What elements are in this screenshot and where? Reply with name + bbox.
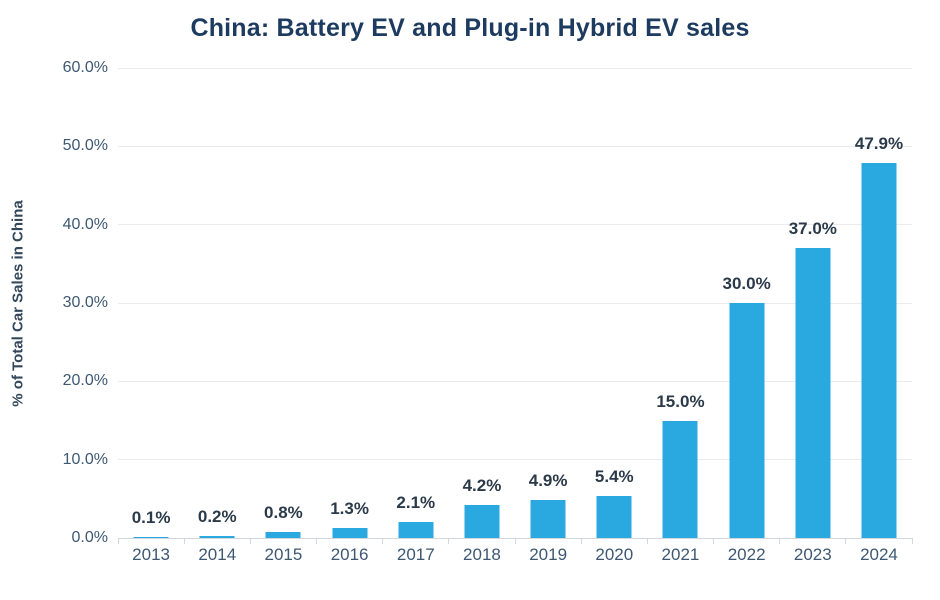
chart-title: China: Battery EV and Plug-in Hybrid EV … bbox=[190, 14, 750, 42]
y-tick-label-0: 0.0% bbox=[71, 529, 108, 546]
bar-value-label-2013: 0.1% bbox=[131, 508, 171, 528]
bar-value-label-2023: 37.0% bbox=[788, 219, 837, 239]
x-tick-label-2016: 2016 bbox=[330, 545, 369, 564]
y-tick-label-30: 30.0% bbox=[62, 294, 108, 311]
y-tick-label-10: 10.0% bbox=[62, 450, 108, 468]
bar-2013[interactable] bbox=[133, 537, 169, 538]
bar-column-2023: 37.0% bbox=[780, 68, 846, 538]
bar-2015[interactable] bbox=[265, 531, 301, 538]
x-tick-label-2022: 2022 bbox=[727, 545, 766, 564]
bar-2022[interactable] bbox=[729, 303, 765, 538]
x-axis-tick bbox=[316, 538, 317, 544]
y-tick-label-40: 40.0% bbox=[62, 215, 108, 233]
bar-column-2024: 47.9% bbox=[846, 68, 912, 538]
x-axis-tick bbox=[911, 538, 913, 544]
bar-value-label-2022: 30.0% bbox=[722, 274, 771, 293]
x-axis-tick bbox=[580, 538, 582, 544]
bar-2017[interactable] bbox=[398, 521, 434, 538]
bar-value-label-2018: 4.2% bbox=[462, 476, 502, 496]
gridline-40 bbox=[118, 224, 912, 226]
y-tick-label-20: 20.0% bbox=[62, 372, 108, 390]
bar-value-label-2014: 0.2% bbox=[197, 507, 237, 527]
bar-column-2016: 1.3% bbox=[317, 68, 383, 538]
bar-2016[interactable] bbox=[332, 527, 368, 538]
x-axis-tick bbox=[779, 538, 781, 544]
x-axis-tick-labels: 2013 2014 2015 2016 2017 2018 2019 2020 2021 2022… bbox=[118, 545, 912, 565]
gridline-20 bbox=[118, 380, 912, 382]
plot-area: 0.1% 0.2% 0.8% 1.3% 2.1% 4.2% 4.9% 5.4% 15.0% 30.… bbox=[117, 67, 913, 544]
gridline-30 bbox=[118, 302, 912, 304]
bar-2021[interactable] bbox=[662, 420, 698, 538]
x-tick-label-2017: 2017 bbox=[396, 545, 435, 564]
x-tick-label-2020: 2020 bbox=[595, 545, 634, 564]
x-tick-label-2013: 2013 bbox=[132, 545, 170, 564]
y-tick-label-60: 60.0% bbox=[62, 59, 108, 76]
bar-value-label-2019: 4.9% bbox=[528, 470, 568, 490]
x-axis-tick bbox=[448, 538, 450, 544]
x-tick-label-2015: 2015 bbox=[264, 545, 303, 564]
bar-column-2013: 0.1% bbox=[118, 68, 184, 538]
x-tick-label-2021: 2021 bbox=[661, 545, 700, 564]
bar-2020[interactable] bbox=[596, 495, 632, 538]
x-tick-label-2024: 2024 bbox=[860, 545, 898, 564]
x-tick-label-2018: 2018 bbox=[463, 545, 501, 564]
x-tick-label-2014: 2014 bbox=[198, 545, 237, 564]
bar-column-2019: 4.9% bbox=[515, 68, 581, 538]
bar-value-label-2021: 15.0% bbox=[656, 391, 705, 411]
x-axis-tick bbox=[117, 538, 119, 544]
y-tick-label-50: 50.0% bbox=[62, 137, 108, 155]
bar-2019[interactable] bbox=[530, 499, 566, 538]
bar-column-2021: 15.0% bbox=[647, 68, 713, 538]
gridline-10 bbox=[118, 459, 912, 461]
bar-column-2020: 5.4% bbox=[581, 68, 647, 538]
x-axis-tick bbox=[713, 538, 714, 544]
bar-column-2015: 0.8% bbox=[250, 68, 316, 538]
bar-value-label-2015: 0.8% bbox=[264, 502, 303, 522]
x-tick-label-2019: 2019 bbox=[529, 545, 568, 564]
gridline-50 bbox=[118, 145, 912, 147]
x-axis-tick bbox=[845, 538, 847, 544]
x-axis-tick bbox=[249, 538, 251, 544]
bar-value-label-2017: 2.1% bbox=[396, 492, 436, 512]
bar-value-label-2016: 1.3% bbox=[330, 498, 369, 518]
bar-column-2022: 30.0% bbox=[714, 68, 780, 538]
bar-column-2014: 0.2% bbox=[184, 68, 250, 538]
x-axis-tick bbox=[514, 538, 516, 544]
bar-column-2017: 2.1% bbox=[383, 68, 449, 538]
bar-value-label-2024: 47.9% bbox=[854, 133, 904, 153]
bar-series: 0.1% 0.2% 0.8% 1.3% 2.1% 4.2% 4.9% 5.4% 15.0% 30.… bbox=[118, 68, 912, 538]
x-axis-tick bbox=[646, 538, 648, 544]
x-tick-label-2023: 2023 bbox=[793, 545, 832, 564]
bar-2014[interactable] bbox=[199, 536, 235, 538]
bar-2023[interactable] bbox=[795, 248, 831, 538]
bar-value-label-2020: 5.4% bbox=[594, 466, 634, 486]
x-axis-tick bbox=[183, 538, 185, 544]
bar-column-2018: 4.2% bbox=[449, 68, 515, 538]
bar-2018[interactable] bbox=[464, 505, 500, 538]
bar-2024[interactable] bbox=[861, 162, 897, 538]
gridline-60 bbox=[118, 67, 912, 69]
x-axis-tick bbox=[382, 538, 384, 544]
